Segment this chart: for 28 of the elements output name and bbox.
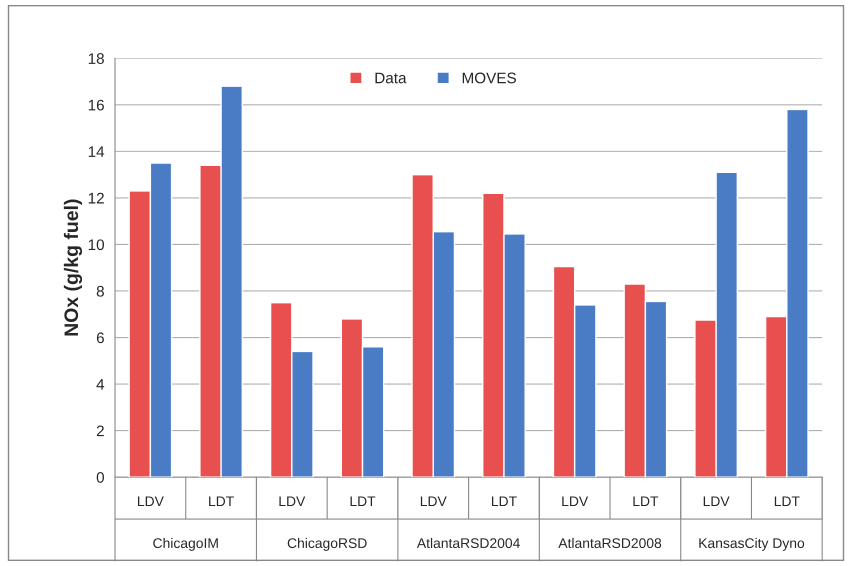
x-tick-label: LDT [492,496,517,506]
y-tick-label: 10 [88,239,104,250]
text: ChicagoRSD [288,538,367,551]
y-tick-label: 6 [96,332,104,344]
x-tick-label: LDV [138,496,164,506]
x-tick-label: LDV [704,496,730,506]
y-tick-label: 8 [96,286,104,297]
y-axis-title: NOx (g/kg fuel) [64,200,82,336]
y-tick-label: 16 [88,100,104,111]
y-tick-label: 2 [96,425,104,436]
x-tick-label: LDV [279,496,306,506]
y-tick-label: 0 [96,472,104,483]
y-tick-label: 12 [88,192,104,204]
x-tick-label: LDV [420,496,447,506]
x-tick-label: LDT [350,496,376,506]
legend-label: Data [375,72,407,84]
text: ChicagoIM [153,538,218,551]
x-tick-label: LDT [209,496,234,506]
y-tick-label: 18 [88,53,104,64]
text: KansasCity Dyno [699,538,804,551]
y-tick-label: 4 [96,379,104,390]
y-tick-label: 14 [88,146,104,157]
legend-label: MOVES [462,72,516,84]
x-tick-label: LDT [633,496,658,506]
text: AtlantaRSD2004 [416,538,520,548]
x-tick-label: LDT [774,496,800,506]
text: AtlantaRSD2008 [558,538,662,548]
x-tick-label: LDV [562,496,588,506]
